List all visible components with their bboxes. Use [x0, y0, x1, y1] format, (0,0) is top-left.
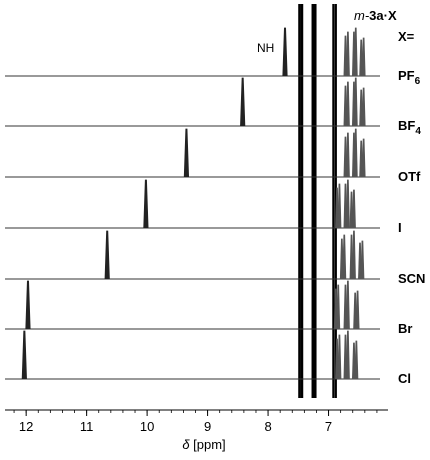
x-axis: 12 11 10 9 8 7 [5, 409, 388, 434]
series-label-Cl: Cl [398, 371, 411, 386]
aryl-peak [345, 179, 350, 229]
spectrum-I [5, 179, 380, 229]
spectrum-Br [5, 280, 380, 330]
nh-peak [21, 330, 27, 380]
series-label-BF4: BF4 [398, 118, 421, 137]
series-label-subscript: 6 [415, 76, 421, 87]
aryl-peak [345, 132, 350, 178]
aryl-peak [345, 31, 350, 77]
series-labels-group: PF6 BF4 OTf I SCN Br Cl [398, 68, 425, 386]
compound-name: 3a·X [369, 8, 397, 23]
series-label-main: OTf [398, 169, 421, 184]
series-label-I: I [398, 220, 402, 235]
nh-peak [240, 77, 246, 127]
series-label-main: Cl [398, 371, 411, 386]
aryl-peak [354, 340, 359, 380]
nh-peak [25, 280, 31, 330]
spectra-group [5, 4, 380, 398]
nh-label: NH [257, 41, 274, 55]
aryl-peak [351, 189, 356, 229]
spectrum-PF6 [5, 27, 380, 77]
aryl-peak [353, 77, 358, 127]
x-axis-title: δ [ppm] [182, 437, 225, 452]
spectrum-BF4 [5, 77, 380, 127]
spectrum-Cl [5, 330, 380, 380]
x-tick-label: 7 [325, 419, 332, 434]
series-label-Br: Br [398, 321, 412, 336]
nh-peak [143, 179, 149, 229]
aryl-peak [336, 284, 341, 330]
series-label-main: SCN [398, 271, 425, 286]
aryl-peak [361, 138, 366, 178]
aryl-peak [355, 290, 360, 330]
series-label-main: I [398, 220, 402, 235]
aryl-peak [337, 334, 342, 380]
x-tick-label: 10 [140, 419, 154, 434]
x-axis-symbol: δ [182, 437, 190, 452]
nh-peak [183, 128, 190, 178]
x-axis-unit: [ppm] [190, 437, 226, 452]
series-label-SCN: SCN [398, 271, 425, 286]
aryl-peak [345, 330, 350, 380]
aryl-peak [353, 128, 358, 178]
series-label-main: Br [398, 321, 412, 336]
aryl-peak [360, 240, 365, 280]
aryl-peak [361, 37, 366, 77]
nh-peak [104, 230, 110, 280]
series-label-OTf: OTf [398, 169, 421, 184]
x-header-label: X= [398, 29, 415, 44]
series-label-main: PF [398, 68, 415, 83]
aryl-peak [351, 230, 356, 280]
x-tick-label: 9 [204, 419, 211, 434]
series-label-main: BF [398, 118, 415, 133]
aryl-peak [345, 81, 350, 127]
x-tick-label: 11 [80, 419, 94, 434]
series-label-PF6: PF6 [398, 68, 421, 87]
aryl-peak [345, 280, 350, 330]
x-tick-label: 8 [264, 419, 271, 434]
x-tick-label: 12 [19, 419, 33, 434]
spectrum-OTf [5, 128, 380, 178]
aryl-peak [361, 87, 366, 127]
aryl-peak [342, 234, 347, 280]
aryl-peak [353, 27, 358, 77]
aryl-peak [337, 183, 342, 229]
compound-prefix: m- [354, 8, 370, 23]
spectrum-SCN [5, 230, 380, 280]
nh-peak [282, 27, 288, 77]
compound-label: m-3a·X [354, 8, 397, 23]
series-label-subscript: 4 [415, 126, 421, 137]
